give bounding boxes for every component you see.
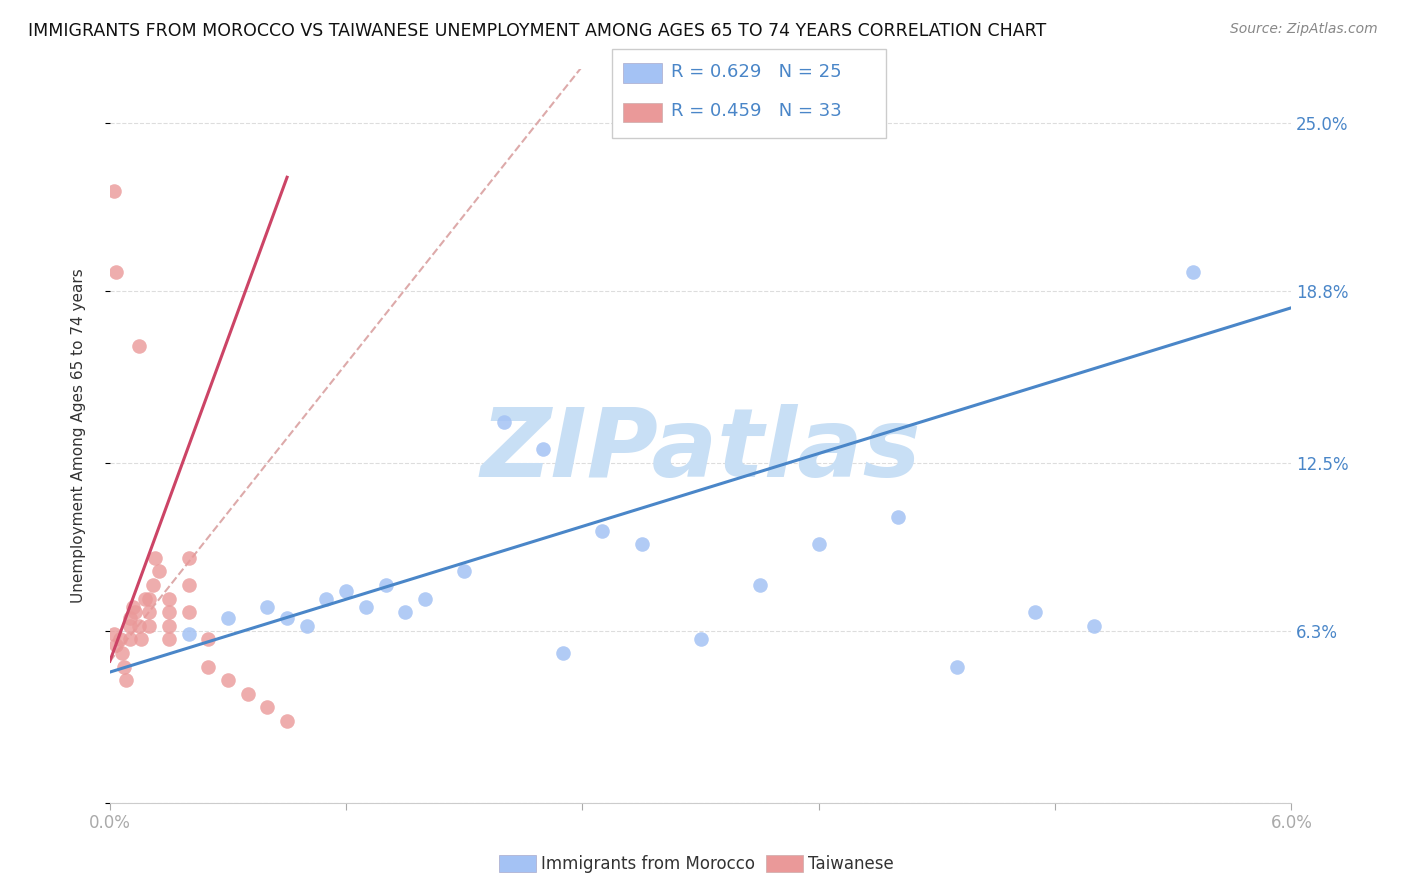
Point	[1024, 605, 1046, 619]
Point	[551, 646, 574, 660]
Point	[689, 632, 711, 647]
Point	[131, 632, 153, 647]
Point	[295, 619, 318, 633]
Point	[748, 578, 770, 592]
Point	[1181, 265, 1204, 279]
Text: IMMIGRANTS FROM MOROCCO VS TAIWANESE UNEMPLOYMENT AMONG AGES 65 TO 74 YEARS CORR: IMMIGRANTS FROM MOROCCO VS TAIWANESE UNE…	[28, 22, 1046, 40]
Point	[177, 627, 200, 641]
Point	[276, 714, 298, 728]
Point	[157, 591, 180, 606]
Point	[104, 265, 127, 279]
Point	[236, 687, 259, 701]
Text: R = 0.629   N = 25: R = 0.629 N = 25	[671, 63, 841, 81]
Point	[807, 537, 830, 551]
Point	[104, 638, 127, 652]
Point	[453, 565, 475, 579]
Point	[256, 599, 278, 614]
Point	[138, 619, 160, 633]
Point	[118, 619, 141, 633]
Point	[114, 673, 136, 688]
Point	[118, 632, 141, 647]
Point	[591, 524, 613, 538]
Point	[217, 673, 239, 688]
Point	[148, 565, 170, 579]
Text: Taiwanese: Taiwanese	[808, 855, 894, 873]
Point	[531, 442, 554, 457]
Point	[118, 611, 141, 625]
Point	[157, 619, 180, 633]
Point	[177, 578, 200, 592]
Point	[315, 591, 337, 606]
Point	[335, 583, 357, 598]
Text: Immigrants from Morocco: Immigrants from Morocco	[541, 855, 755, 873]
Point	[143, 550, 166, 565]
Point	[197, 659, 219, 673]
Point	[394, 605, 416, 619]
Point	[276, 611, 298, 625]
Point	[630, 537, 652, 551]
Text: ZIPatlas: ZIPatlas	[481, 404, 921, 497]
Point	[128, 339, 150, 353]
Point	[374, 578, 396, 592]
Point	[124, 605, 146, 619]
Point	[134, 591, 156, 606]
Point	[945, 659, 967, 673]
Point	[122, 599, 145, 614]
Point	[413, 591, 436, 606]
Point	[103, 627, 125, 641]
Point	[157, 632, 180, 647]
Point	[492, 415, 515, 429]
Point	[256, 700, 278, 714]
Point	[142, 578, 165, 592]
Text: Source: ZipAtlas.com: Source: ZipAtlas.com	[1230, 22, 1378, 37]
Y-axis label: Unemployment Among Ages 65 to 74 years: Unemployment Among Ages 65 to 74 years	[72, 268, 86, 603]
Point	[138, 591, 160, 606]
Point	[108, 632, 131, 647]
Point	[1083, 619, 1105, 633]
Point	[157, 605, 180, 619]
Point	[197, 632, 219, 647]
Text: R = 0.459   N = 33: R = 0.459 N = 33	[671, 103, 841, 120]
Point	[354, 599, 377, 614]
Point	[128, 619, 150, 633]
Point	[886, 510, 908, 524]
Point	[111, 646, 134, 660]
Point	[112, 659, 135, 673]
Point	[177, 550, 200, 565]
Point	[103, 184, 125, 198]
Point	[138, 605, 160, 619]
Point	[177, 605, 200, 619]
Point	[217, 611, 239, 625]
